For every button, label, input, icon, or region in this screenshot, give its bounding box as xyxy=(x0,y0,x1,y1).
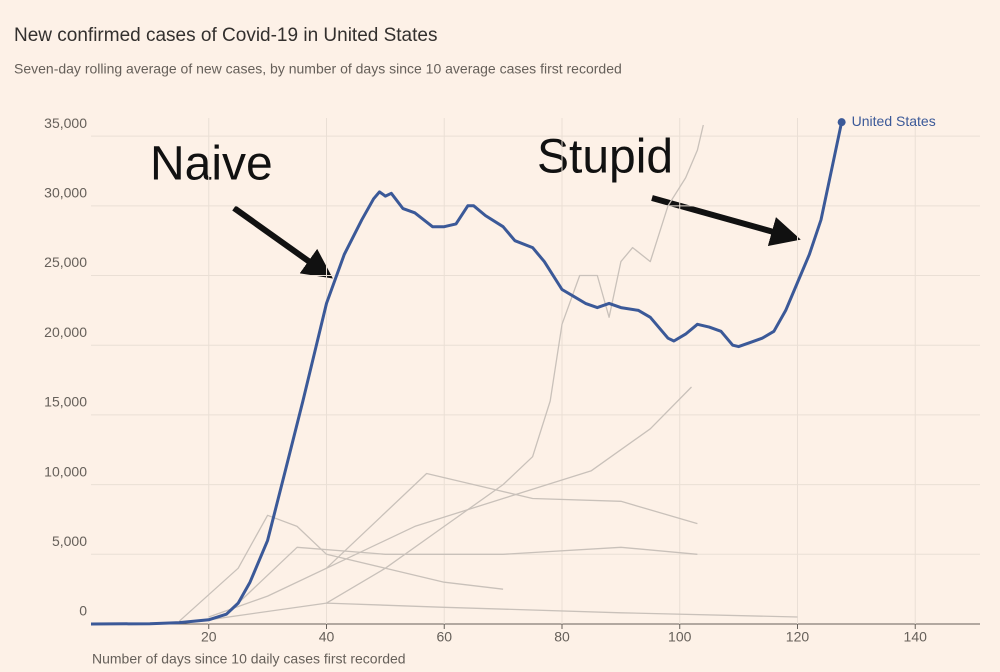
y-tick-label: 25,000 xyxy=(44,254,87,270)
chart-subtitle: Seven-day rolling average of new cases, … xyxy=(14,61,622,77)
background-line xyxy=(208,386,692,618)
background-line xyxy=(326,472,698,569)
chart-title: New confirmed cases of Covid-19 in Unite… xyxy=(14,25,437,46)
annotation: Naive xyxy=(150,138,273,191)
x-tick-label: 100 xyxy=(668,629,692,645)
x-tick-label: 60 xyxy=(436,629,452,645)
y-tick-label: 15,000 xyxy=(44,394,87,410)
x-tick-label: 80 xyxy=(554,629,570,645)
y-tick-label: 5,000 xyxy=(52,533,87,549)
y-tick-label: 10,000 xyxy=(44,463,87,479)
annotation-arrow xyxy=(651,195,801,246)
y-tick-label: 20,000 xyxy=(44,324,87,340)
x-tick-label: 120 xyxy=(786,629,810,645)
x-tick-label: 40 xyxy=(319,629,335,645)
x-tick-label: 140 xyxy=(904,629,928,645)
background-line xyxy=(326,124,704,604)
y-tick-label: 0 xyxy=(79,603,87,619)
y-tick-label: 35,000 xyxy=(44,115,87,131)
x-tick-label: 20 xyxy=(201,629,217,645)
grid xyxy=(91,118,980,625)
series-line xyxy=(90,121,844,626)
y-tick-label: 30,000 xyxy=(44,185,87,201)
annotation-arrow xyxy=(232,205,333,279)
background-line xyxy=(237,546,698,604)
x-axis-label: Number of days since 10 daily cases firs… xyxy=(92,651,406,667)
background-line xyxy=(178,514,504,622)
annotation: Stupid xyxy=(537,131,673,184)
legend-label: United States xyxy=(852,113,936,129)
end-point xyxy=(837,118,846,127)
background-line xyxy=(208,602,798,621)
